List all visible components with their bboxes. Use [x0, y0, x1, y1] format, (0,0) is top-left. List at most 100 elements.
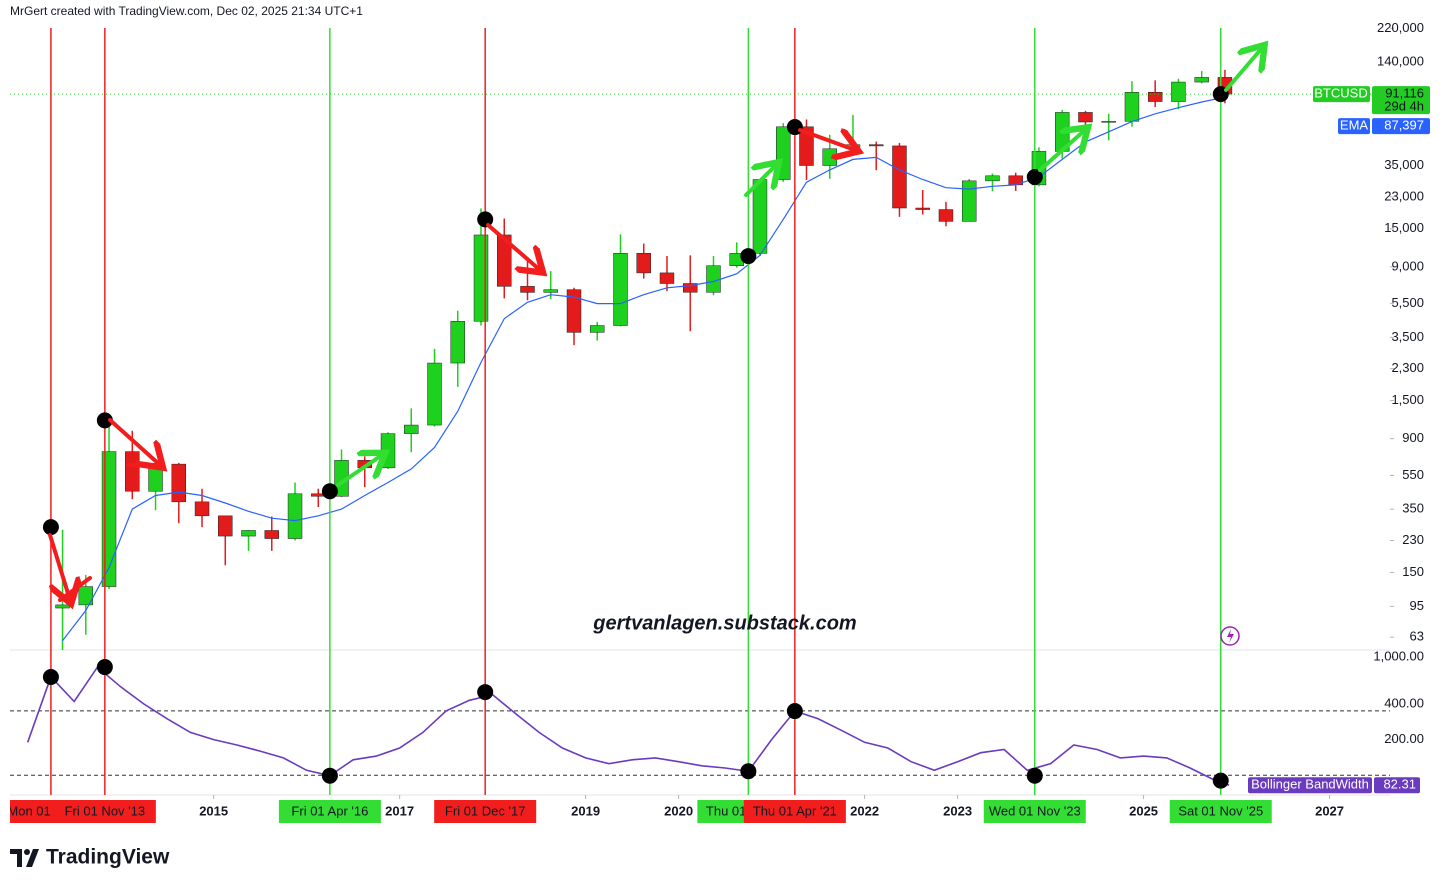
candle-body: [1101, 121, 1116, 123]
candle-body: [915, 207, 930, 210]
event-label: Thu 01 Apr '21: [753, 803, 837, 818]
event-label: Wed 01 Nov '23: [989, 803, 1081, 818]
event-label: Fri 01 Dec '17: [445, 803, 526, 818]
candle-body: [636, 252, 651, 274]
ema-name: EMA: [1340, 118, 1369, 133]
icon-bolt: [1227, 629, 1234, 643]
candle-body: [566, 289, 582, 333]
arrow: [1038, 130, 1085, 172]
candle-body: [752, 179, 768, 254]
arrow: [108, 418, 160, 465]
arrow: [1224, 48, 1262, 92]
y-tick-label: 550: [1402, 467, 1424, 482]
icon-circle: [1220, 626, 1240, 646]
x-tick-label: 2022: [850, 803, 879, 818]
candle-body: [55, 604, 70, 609]
y-tick-label: 140,000: [1377, 54, 1424, 69]
watermark: gertvanlagen.substack.com: [592, 612, 856, 634]
symbol-box: [1313, 86, 1370, 103]
indicator-dot: [96, 659, 113, 676]
candle-body: [776, 126, 791, 180]
x-tick-label: 2027: [1315, 803, 1344, 818]
y-tick-label: 23,000: [1384, 188, 1424, 203]
y-tick-label: 35,000: [1384, 157, 1424, 172]
event-label: Sat 01 Nov '25: [1178, 803, 1263, 818]
candle-body: [404, 424, 419, 434]
y-tick-label: 1,000.00: [1373, 648, 1424, 663]
y-tick-label: 3,500: [1391, 329, 1424, 344]
indicator-dot: [1026, 767, 1043, 784]
candle-body: [799, 126, 814, 166]
x-tick-label: 2020: [664, 803, 693, 818]
arrow: [486, 223, 540, 270]
y-tick-label: 200.00: [1384, 731, 1424, 746]
candle-body: [822, 148, 837, 166]
candle-body: [427, 362, 442, 426]
candle-body: [264, 530, 279, 539]
event-label: Fri 01 Nov '13: [65, 803, 146, 818]
indicator-name: Bollinger BandWidth: [1251, 777, 1369, 792]
event-label-box: [743, 800, 846, 823]
candle-body: [520, 286, 535, 293]
indicator-dot: [477, 684, 494, 701]
y-tick-label: 9,000: [1391, 258, 1424, 273]
candle-body: [985, 175, 1000, 182]
y-tick-label: 150: [1402, 564, 1424, 579]
candle-body: [683, 283, 698, 293]
candle-body: [543, 289, 558, 293]
indicator-dot: [740, 763, 757, 780]
y-tick-label: 900: [1402, 430, 1424, 445]
candle-body: [287, 493, 303, 539]
event-label-box: [278, 800, 381, 823]
y-tick-label: 1,500: [1391, 392, 1424, 407]
y-tick-label: 95: [1410, 598, 1424, 613]
candle-body: [1078, 112, 1093, 123]
x-tick-label: 2015: [199, 803, 228, 818]
indicator-dot: [42, 669, 59, 686]
indicator-value-box: [1374, 777, 1420, 794]
event-dot: [1026, 169, 1043, 186]
indicator-dot: [321, 767, 338, 784]
candle-body: [1171, 81, 1186, 102]
candle-body: [380, 433, 396, 469]
candle-body: [148, 463, 163, 492]
x-tick-label: 2019: [571, 803, 600, 818]
candle-body: [961, 180, 977, 222]
event-label-box: [1169, 800, 1272, 823]
header: MrGert created with TradingView.com, Dec…: [10, 4, 363, 18]
event-label-box: [53, 800, 156, 823]
candle-body: [218, 515, 233, 537]
candle-body: [194, 501, 210, 517]
candle-body: [450, 321, 465, 364]
candle-body: [706, 265, 721, 293]
candle-body: [613, 252, 628, 326]
x-tick-label: 2023: [943, 803, 972, 818]
y-tick-label: 63: [1410, 629, 1424, 644]
price-value: 91,116: [1385, 86, 1424, 101]
event-dot: [96, 412, 113, 429]
candle-body: [171, 463, 187, 503]
candle-body: [868, 144, 884, 147]
x-tick-label: 2017: [385, 803, 414, 818]
arrow: [744, 165, 776, 197]
brand: TradingView: [46, 846, 170, 869]
indicator-dot: [786, 703, 803, 720]
ema-value: 87,397: [1384, 118, 1424, 133]
event-label: Fri 01 Apr '16: [291, 803, 368, 818]
price-box: [1372, 86, 1430, 115]
y-tick-label: 230: [1402, 532, 1424, 547]
alert-icon: [1220, 626, 1240, 646]
candle-body: [125, 451, 140, 492]
candle-body: [1147, 92, 1163, 102]
candle-body: [1194, 77, 1209, 83]
arrow: [58, 576, 92, 602]
event-label-box: [983, 800, 1086, 823]
logo-mark: [10, 849, 22, 867]
ema-name-box: [1338, 118, 1370, 135]
candle-body: [497, 234, 512, 287]
y-tick-label: 350: [1402, 501, 1424, 516]
y-tick-label: 220,000: [1377, 20, 1424, 35]
